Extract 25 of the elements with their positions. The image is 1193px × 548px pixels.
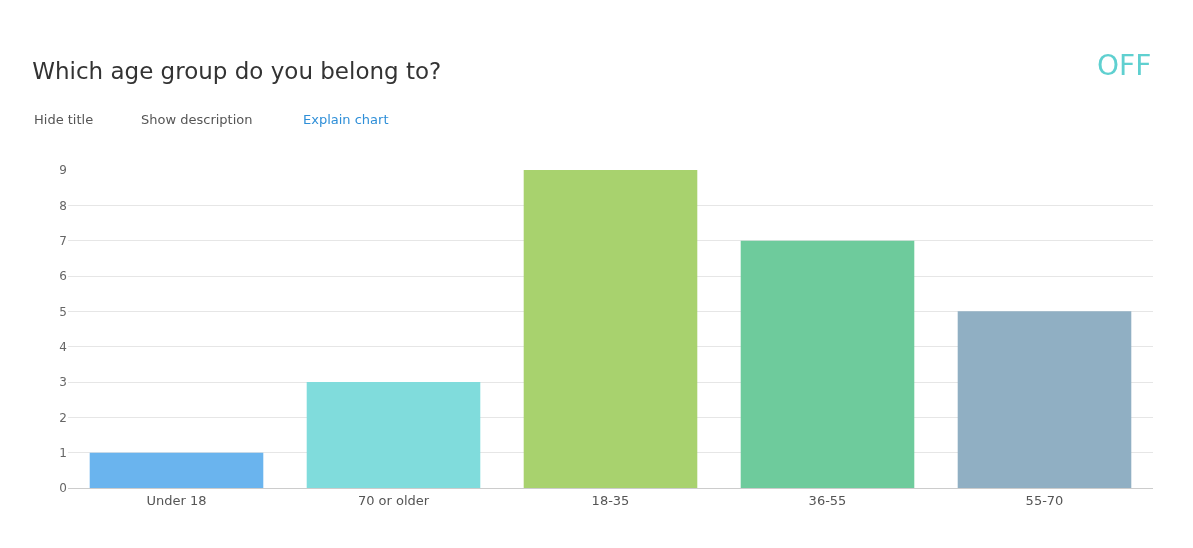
x-tick-label: 18-35 — [591, 492, 630, 508]
bar — [89, 452, 264, 488]
y-tick-label: 0 — [59, 481, 67, 496]
bar — [306, 382, 481, 488]
y-tick-label: 1 — [59, 445, 67, 460]
x-tick-label: Under 18 — [146, 492, 207, 508]
y-tick-label: 7 — [59, 233, 67, 248]
bar — [523, 170, 698, 488]
y-tick-label: 2 — [59, 410, 67, 425]
bar — [957, 311, 1132, 488]
x-tick-label: 36-55 — [808, 492, 847, 508]
chart-title: Which age group do you belong to? — [32, 58, 442, 85]
y-tick-label: 9 — [59, 163, 67, 178]
bar — [740, 240, 915, 488]
text: Explain chart — [303, 112, 389, 127]
x-tick-label: 70 or older — [357, 492, 430, 508]
x-tick-label: 55-70 — [1025, 492, 1064, 508]
y-tick-label: 3 — [59, 375, 67, 390]
y-tick-label: 4 — [59, 339, 67, 354]
y-tick-label: 5 — [59, 304, 67, 319]
text: Hide title — [34, 112, 94, 127]
y-tick-label: 8 — [59, 198, 67, 213]
text: Show description — [141, 112, 253, 127]
y-tick-label: 6 — [59, 269, 67, 284]
text: OFF — [1097, 49, 1152, 82]
